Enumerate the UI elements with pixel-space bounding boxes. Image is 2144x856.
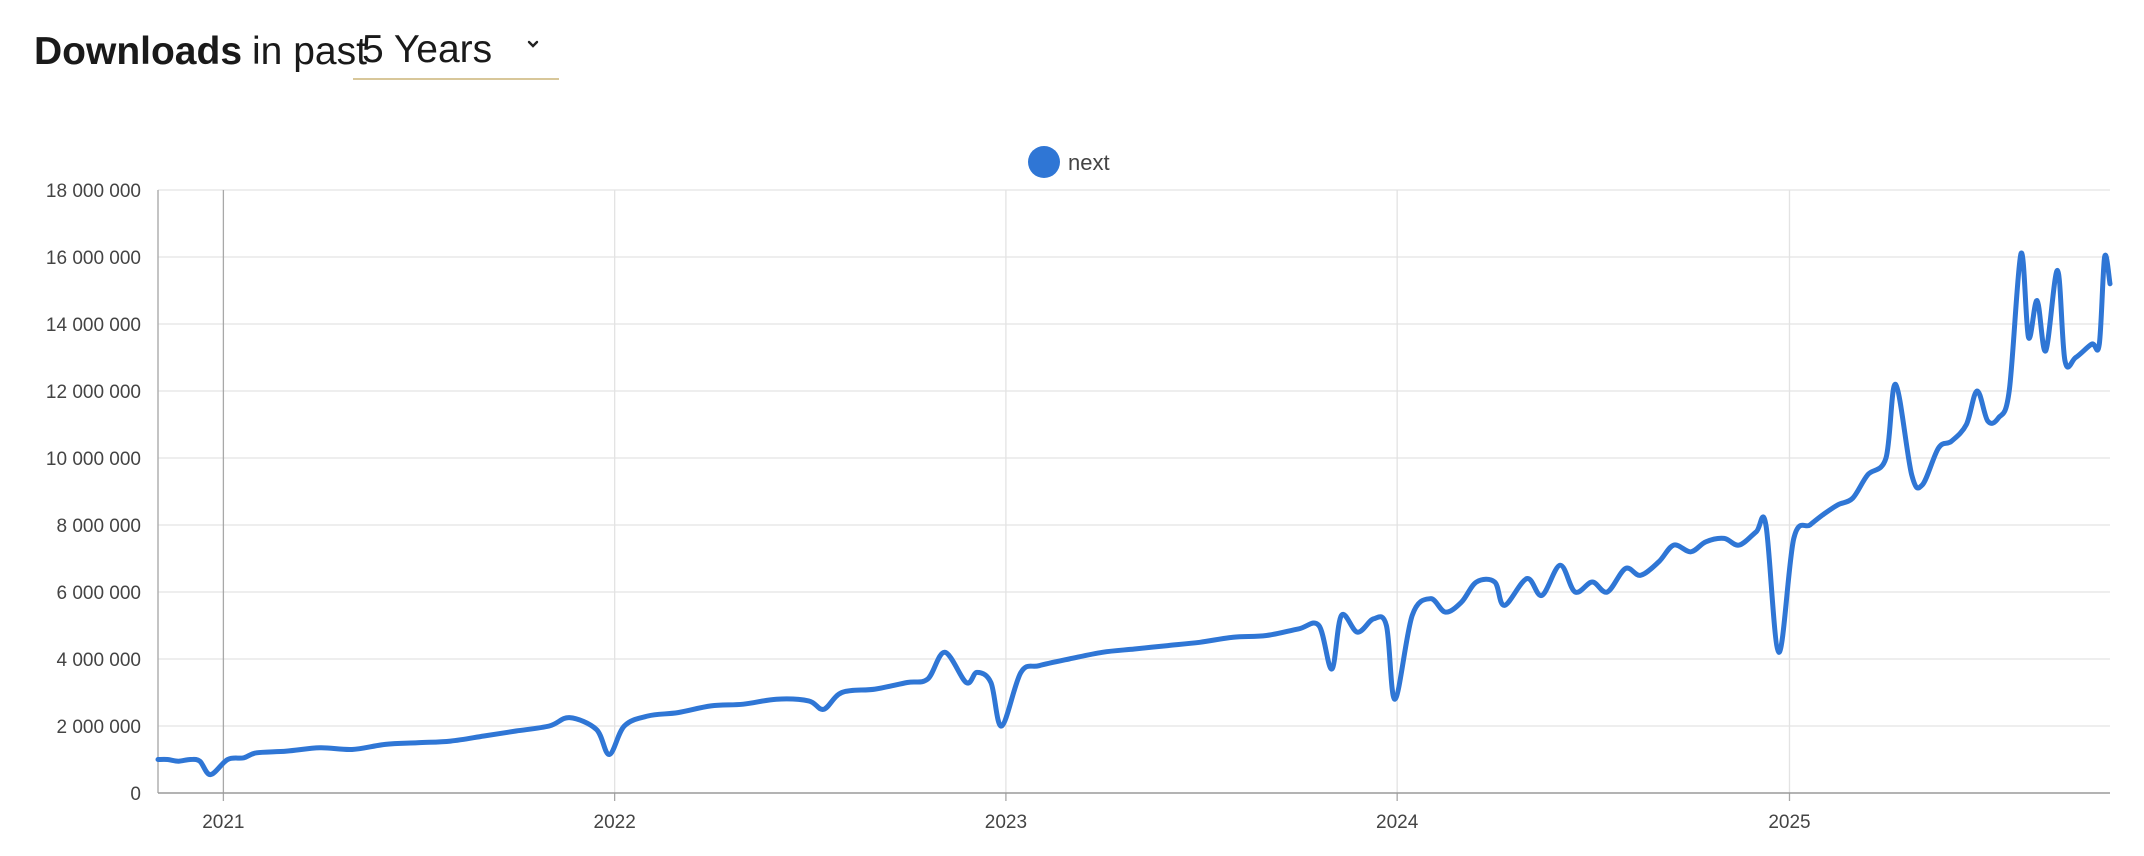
- time-range-value: 5 Years: [362, 28, 493, 71]
- y-tick-label: 2 000 000: [56, 717, 141, 738]
- grid-lines: [158, 189, 2110, 793]
- series-line-next: [155, 250, 2113, 778]
- time-range-select[interactable]: 5 Years: [353, 22, 559, 80]
- heading-bold-text: Downloads: [34, 30, 243, 73]
- axes: 0 2 000 000 4 000 000 6 000 000 8 000 000 10 …: [46, 181, 2110, 833]
- y-tick-label: 8 000 000: [56, 516, 141, 537]
- downloads-line-chart: 0 2 000 000 4 000 000 6 000 000 8 000 000 10 …: [46, 146, 2113, 833]
- y-tick-label: 18 000 000: [46, 181, 141, 202]
- y-tick-label: 10 000 000: [46, 449, 141, 470]
- x-tick-label: 2022: [594, 812, 636, 833]
- series-lines: [155, 250, 2113, 778]
- y-tick-label: 14 000 000: [46, 315, 141, 336]
- y-tick-label: 6 000 000: [56, 583, 141, 604]
- y-tick-label: 4 000 000: [56, 650, 141, 671]
- y-tick-label: 12 000 000: [46, 382, 141, 403]
- y-tick-label: 16 000 000: [46, 248, 141, 269]
- y-tick-label: 0: [130, 784, 141, 805]
- x-tick-label: 2023: [985, 812, 1027, 833]
- x-tick-label: 2024: [1376, 812, 1419, 833]
- legend-marker-next: [1028, 146, 1060, 178]
- chevron-down-icon: [526, 38, 540, 56]
- legend: next: [1028, 146, 1110, 178]
- x-tick-label: 2021: [202, 812, 244, 833]
- heading-light-text: in past: [252, 30, 367, 73]
- downloads-heading: Downloads in past: [34, 22, 367, 82]
- legend-label-next: next: [1068, 150, 1110, 175]
- x-tick-label: 2025: [1768, 812, 1810, 833]
